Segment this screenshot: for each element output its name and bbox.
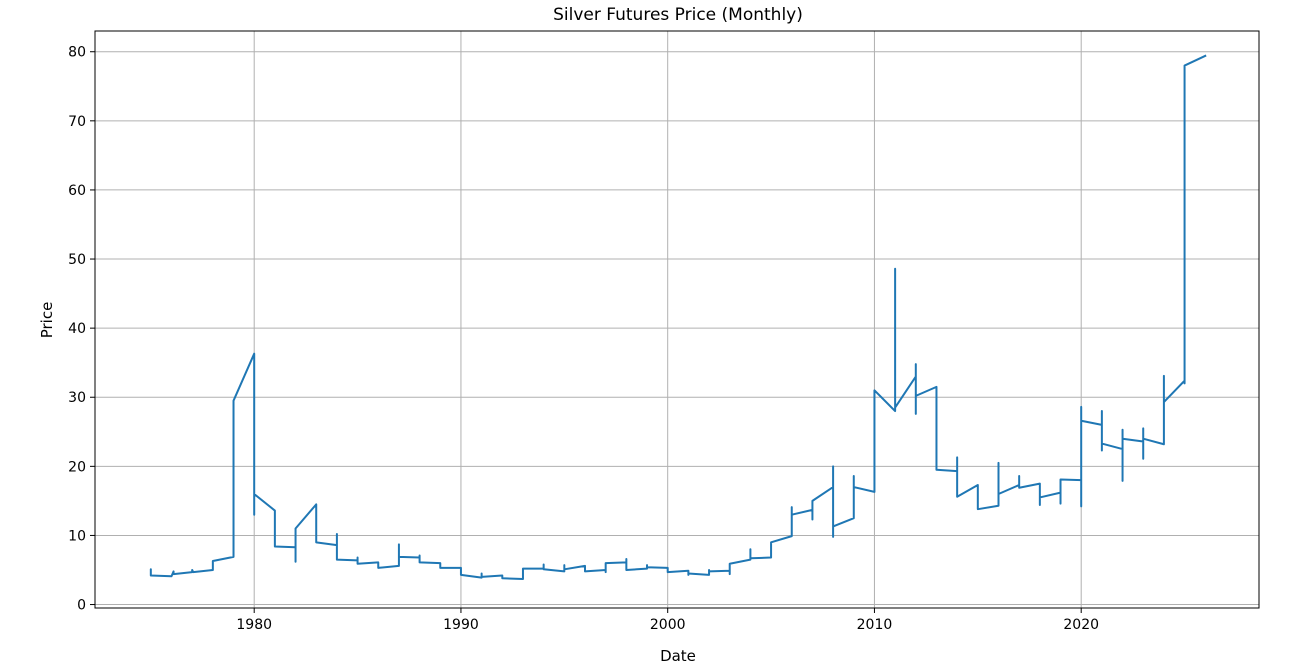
x-tick-label: 1990: [443, 617, 479, 633]
plot-area: 1980 1990 2000 2010 2020 0 10 20 30 40 50 60 70 80: [68, 30, 1260, 633]
x-tick-label: 1980: [236, 617, 272, 633]
x-tick-label: 2010: [857, 617, 893, 633]
series-line: [149, 54, 1207, 580]
y-axis-label: Price: [38, 302, 56, 339]
y-tick-label: 30: [68, 390, 86, 406]
plot-frame: [94, 30, 1260, 609]
y-tick-label: 0: [77, 598, 86, 614]
grid-lines: [95, 31, 1259, 608]
x-axis-label: Date: [660, 647, 696, 665]
y-tick-label: 70: [68, 114, 86, 130]
y-tick-label: 80: [68, 45, 86, 61]
x-tick-label: 2000: [650, 617, 686, 633]
y-tick-label: 50: [68, 252, 86, 268]
chart-title: Silver Futures Price (Monthly): [553, 5, 803, 25]
y-tick-label: 10: [68, 528, 86, 544]
y-tick-label: 40: [68, 321, 86, 337]
y-tick-label: 20: [68, 459, 86, 475]
y-tick-label: 60: [68, 183, 86, 199]
x-tick-label: 2020: [1063, 617, 1099, 633]
